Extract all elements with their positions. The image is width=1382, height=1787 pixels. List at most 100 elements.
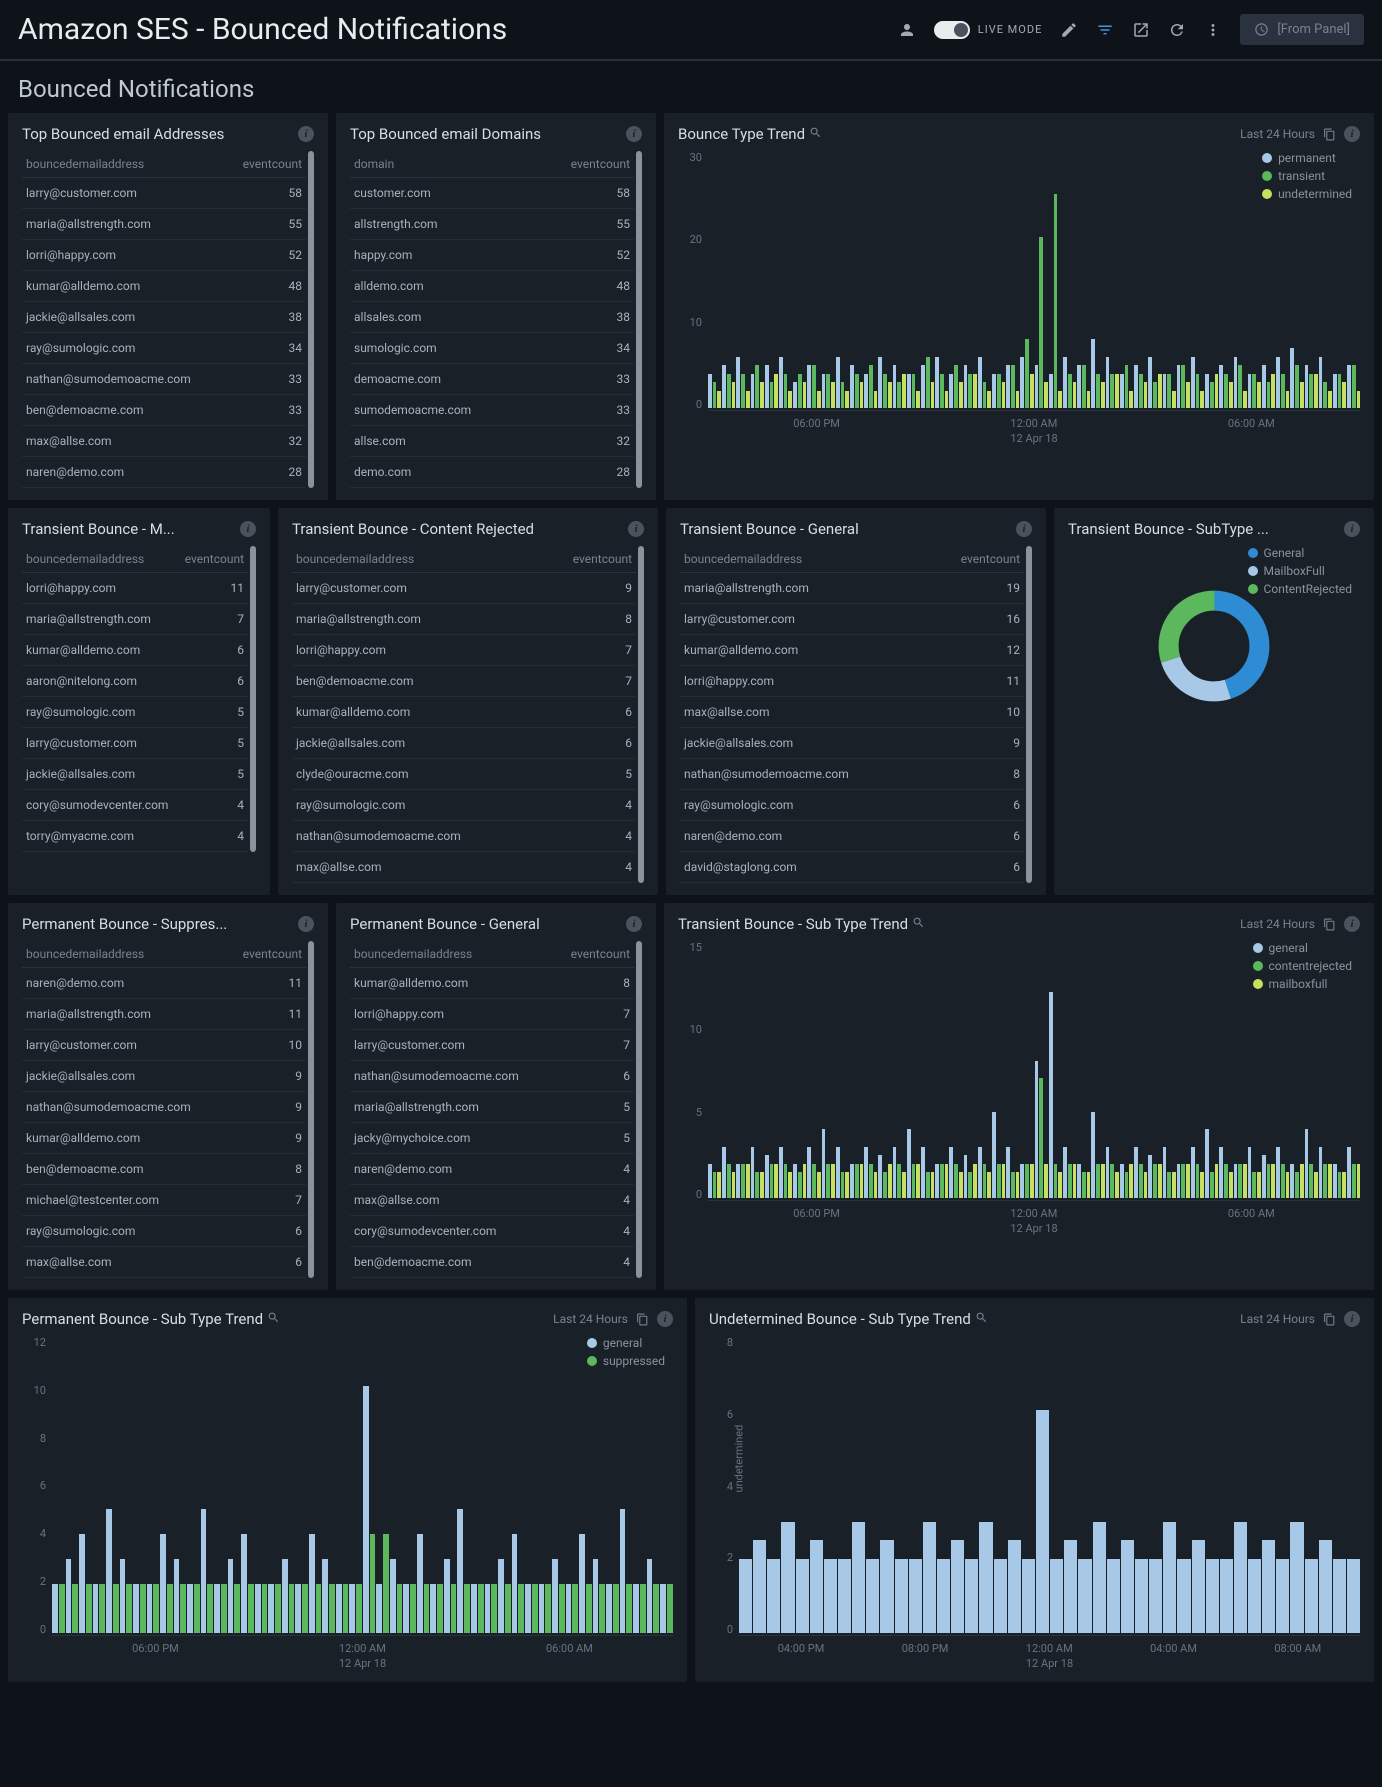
bar-group[interactable]	[1248, 151, 1261, 408]
bar-group[interactable]	[1262, 1336, 1275, 1633]
bar-group[interactable]	[921, 941, 934, 1198]
bar-group[interactable]	[147, 1336, 160, 1633]
table-row[interactable]: larry@customer.com9	[292, 573, 636, 604]
bar-group[interactable]	[1290, 1336, 1303, 1633]
table-row[interactable]: max@allse.com6	[22, 1247, 306, 1278]
donut-slice[interactable]	[1169, 601, 1260, 692]
legend-item[interactable]: general	[1253, 941, 1352, 955]
bar-group[interactable]	[1120, 151, 1133, 408]
bar-group[interactable]	[852, 1336, 865, 1633]
table-row[interactable]: larry@customer.com7	[350, 1030, 634, 1061]
bar-group[interactable]	[79, 1336, 92, 1633]
bar-group[interactable]	[1305, 1336, 1318, 1633]
bar-group[interactable]	[1234, 1336, 1247, 1633]
bar-group[interactable]	[1148, 151, 1161, 408]
table-row[interactable]: ray@sumologic.com6	[22, 1216, 306, 1247]
bar-group[interactable]	[793, 941, 806, 1198]
table-row[interactable]: maria@allstrength.com7	[22, 604, 248, 635]
search-icon[interactable]	[267, 1311, 280, 1324]
bar-group[interactable]	[722, 941, 735, 1198]
table-row[interactable]: max@allse.com4	[350, 1185, 634, 1216]
bar-group[interactable]	[417, 1336, 430, 1633]
bar-group[interactable]	[1148, 941, 1161, 1198]
bar-group[interactable]	[187, 1336, 200, 1633]
bar-group[interactable]	[1220, 1336, 1233, 1633]
bar-group[interactable]	[1219, 151, 1232, 408]
table-row[interactable]: maria@allstrength.com11	[22, 999, 306, 1030]
bar-group[interactable]	[1191, 941, 1204, 1198]
bar-group[interactable]	[722, 151, 735, 408]
table-row[interactable]: maria@allstrength.com55	[22, 209, 306, 240]
bar-group[interactable]	[349, 1336, 362, 1633]
bar-group[interactable]	[965, 1336, 978, 1633]
bar-group[interactable]	[160, 1336, 173, 1633]
bar-group[interactable]	[268, 1336, 281, 1633]
bar-group[interactable]	[552, 1336, 565, 1633]
bar-group[interactable]	[824, 1336, 837, 1633]
table-row[interactable]: maria@allstrength.com5	[350, 1092, 634, 1123]
bar-group[interactable]	[850, 151, 863, 408]
bar-group[interactable]	[512, 1336, 525, 1633]
table-row[interactable]: clyde@ouracme.com5	[292, 759, 636, 790]
search-icon[interactable]	[809, 126, 822, 139]
bar-group[interactable]	[1091, 941, 1104, 1198]
legend-item[interactable]: contentrejected	[1253, 959, 1352, 973]
table-row[interactable]: cory@sumodevcenter.com4	[22, 790, 248, 821]
bar-group[interactable]	[539, 1336, 552, 1633]
bar-group[interactable]	[1163, 1336, 1176, 1633]
bar-group[interactable]	[1192, 1336, 1205, 1633]
bar-group[interactable]	[836, 151, 849, 408]
bar-group[interactable]	[994, 1336, 1007, 1633]
bar-group[interactable]	[1333, 1336, 1346, 1633]
table-row[interactable]: lorri@happy.com11	[680, 666, 1024, 697]
bar-group[interactable]	[228, 1336, 241, 1633]
bar-group[interactable]	[850, 941, 863, 1198]
table-row[interactable]: alldemo.com48	[350, 271, 634, 302]
table-row[interactable]: cory@sumodevcenter.com4	[350, 1216, 634, 1247]
bar-group[interactable]	[708, 941, 721, 1198]
bar-group[interactable]	[295, 1336, 308, 1633]
copy-icon[interactable]	[1323, 1313, 1336, 1326]
info-icon[interactable]: i	[298, 126, 314, 142]
table-row[interactable]: allsales.com38	[350, 302, 634, 333]
table-row[interactable]: demo.com28	[350, 457, 634, 488]
bar-group[interactable]	[753, 1336, 766, 1633]
bar-group[interactable]	[907, 941, 920, 1198]
bar-group[interactable]	[1120, 941, 1133, 1198]
table-row[interactable]: ben@demoacme.com7	[292, 666, 636, 697]
bar-group[interactable]	[796, 1336, 809, 1633]
bar-group[interactable]	[498, 1336, 511, 1633]
bar-group[interactable]	[1077, 151, 1090, 408]
bar-group[interactable]	[579, 1336, 592, 1633]
bar-group[interactable]	[1063, 941, 1076, 1198]
table-row[interactable]: ben@demoacme.com4	[350, 1247, 634, 1278]
bar-group[interactable]	[935, 941, 948, 1198]
bar-group[interactable]	[1163, 151, 1176, 408]
legend-item[interactable]: suppressed	[587, 1354, 665, 1368]
bar-group[interactable]	[1134, 941, 1147, 1198]
table-row[interactable]: kumar@alldemo.com9	[22, 1123, 306, 1154]
table-row[interactable]: jackie@allsales.com38	[22, 302, 306, 333]
bar-group[interactable]	[660, 1336, 673, 1633]
info-icon[interactable]: i	[626, 916, 642, 932]
bar-group[interactable]	[606, 1336, 619, 1633]
table-row[interactable]: sumologic.com34	[350, 333, 634, 364]
copy-icon[interactable]	[1323, 918, 1336, 931]
bar-group[interactable]	[620, 1336, 633, 1633]
bar-group[interactable]	[907, 151, 920, 408]
info-icon[interactable]: i	[240, 521, 256, 537]
search-icon[interactable]	[975, 1311, 988, 1324]
info-icon[interactable]: i	[657, 1311, 673, 1327]
bar-group[interactable]	[949, 151, 962, 408]
bar-group[interactable]	[1091, 151, 1104, 408]
info-icon[interactable]: i	[1344, 916, 1360, 932]
table-row[interactable]: kumar@alldemo.com6	[22, 635, 248, 666]
table-row[interactable]: ray@sumologic.com34	[22, 333, 306, 364]
bar-group[interactable]	[1319, 1336, 1332, 1633]
bar-group[interactable]	[1234, 941, 1247, 1198]
bar-group[interactable]	[444, 1336, 457, 1633]
bar-group[interactable]	[1036, 1336, 1049, 1633]
table-row[interactable]: max@allse.com32	[22, 426, 306, 457]
bar-group[interactable]	[765, 151, 778, 408]
filter-icon[interactable]	[1096, 21, 1114, 39]
